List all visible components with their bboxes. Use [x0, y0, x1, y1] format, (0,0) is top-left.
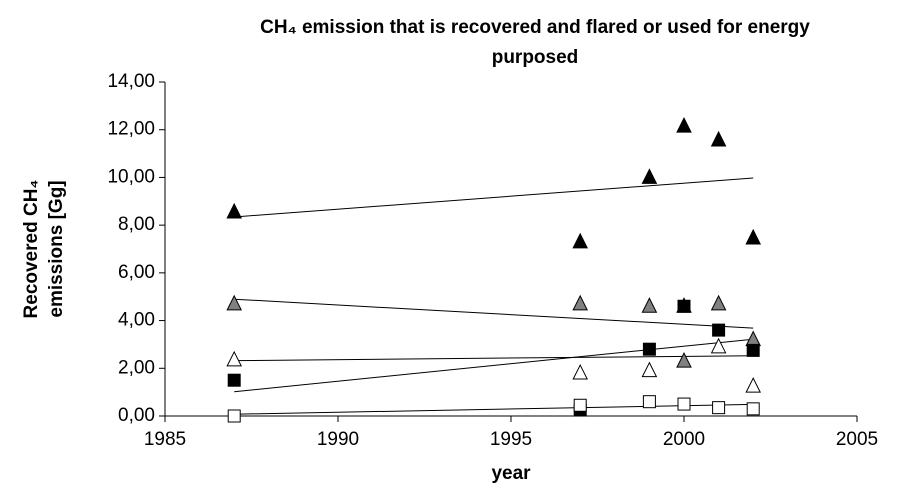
marker [745, 228, 762, 245]
x-tick-label: 1995 [490, 429, 532, 450]
marker [572, 294, 589, 311]
marker [710, 337, 727, 354]
chart-title: CH₄ emission that is recovered and flare… [260, 17, 810, 38]
marker [710, 130, 727, 147]
y-tick-label: 0,00 [118, 405, 155, 426]
marker [676, 352, 692, 368]
marker [226, 294, 243, 311]
x-tick-label: 1990 [317, 429, 359, 450]
trend-line [234, 177, 754, 218]
marker [642, 395, 656, 409]
y-axis-label: Recovered CH₄ [21, 180, 42, 319]
marker [745, 330, 762, 347]
y-tick-label: 14,00 [107, 71, 155, 92]
marker [573, 398, 587, 412]
y-tick-label: 4,00 [118, 310, 155, 331]
marker [642, 342, 656, 356]
marker [227, 373, 241, 387]
marker [227, 409, 241, 423]
marker [677, 397, 691, 411]
trend-line [234, 338, 754, 393]
x-tick-label: 2005 [836, 429, 878, 450]
marker [710, 294, 727, 311]
y-tick-label: 8,00 [118, 214, 155, 235]
marker [572, 232, 589, 249]
y-axis-label: emissions [Gg] [46, 180, 67, 317]
y-tick-label: 10,00 [107, 166, 155, 187]
trend-line [234, 355, 754, 362]
chart-title: purposed [492, 47, 579, 68]
marker [676, 117, 692, 133]
marker [641, 168, 658, 184]
marker [572, 363, 589, 380]
trend-line [234, 298, 754, 329]
marker [226, 202, 243, 219]
marker [745, 377, 762, 393]
marker [677, 299, 691, 313]
marker [226, 350, 243, 367]
marker [712, 401, 726, 415]
y-tick-label: 12,00 [107, 119, 155, 140]
x-tick-label: 2000 [663, 429, 705, 450]
marker [641, 297, 658, 313]
x-axis-label: year [491, 463, 531, 484]
x-tick-label: 1985 [144, 429, 186, 450]
y-tick-label: 6,00 [118, 262, 155, 283]
marker [746, 402, 760, 416]
marker [712, 323, 726, 337]
marker [746, 343, 760, 357]
marker [641, 361, 658, 378]
y-tick-label: 2,00 [118, 357, 155, 378]
trend-line [234, 403, 754, 415]
